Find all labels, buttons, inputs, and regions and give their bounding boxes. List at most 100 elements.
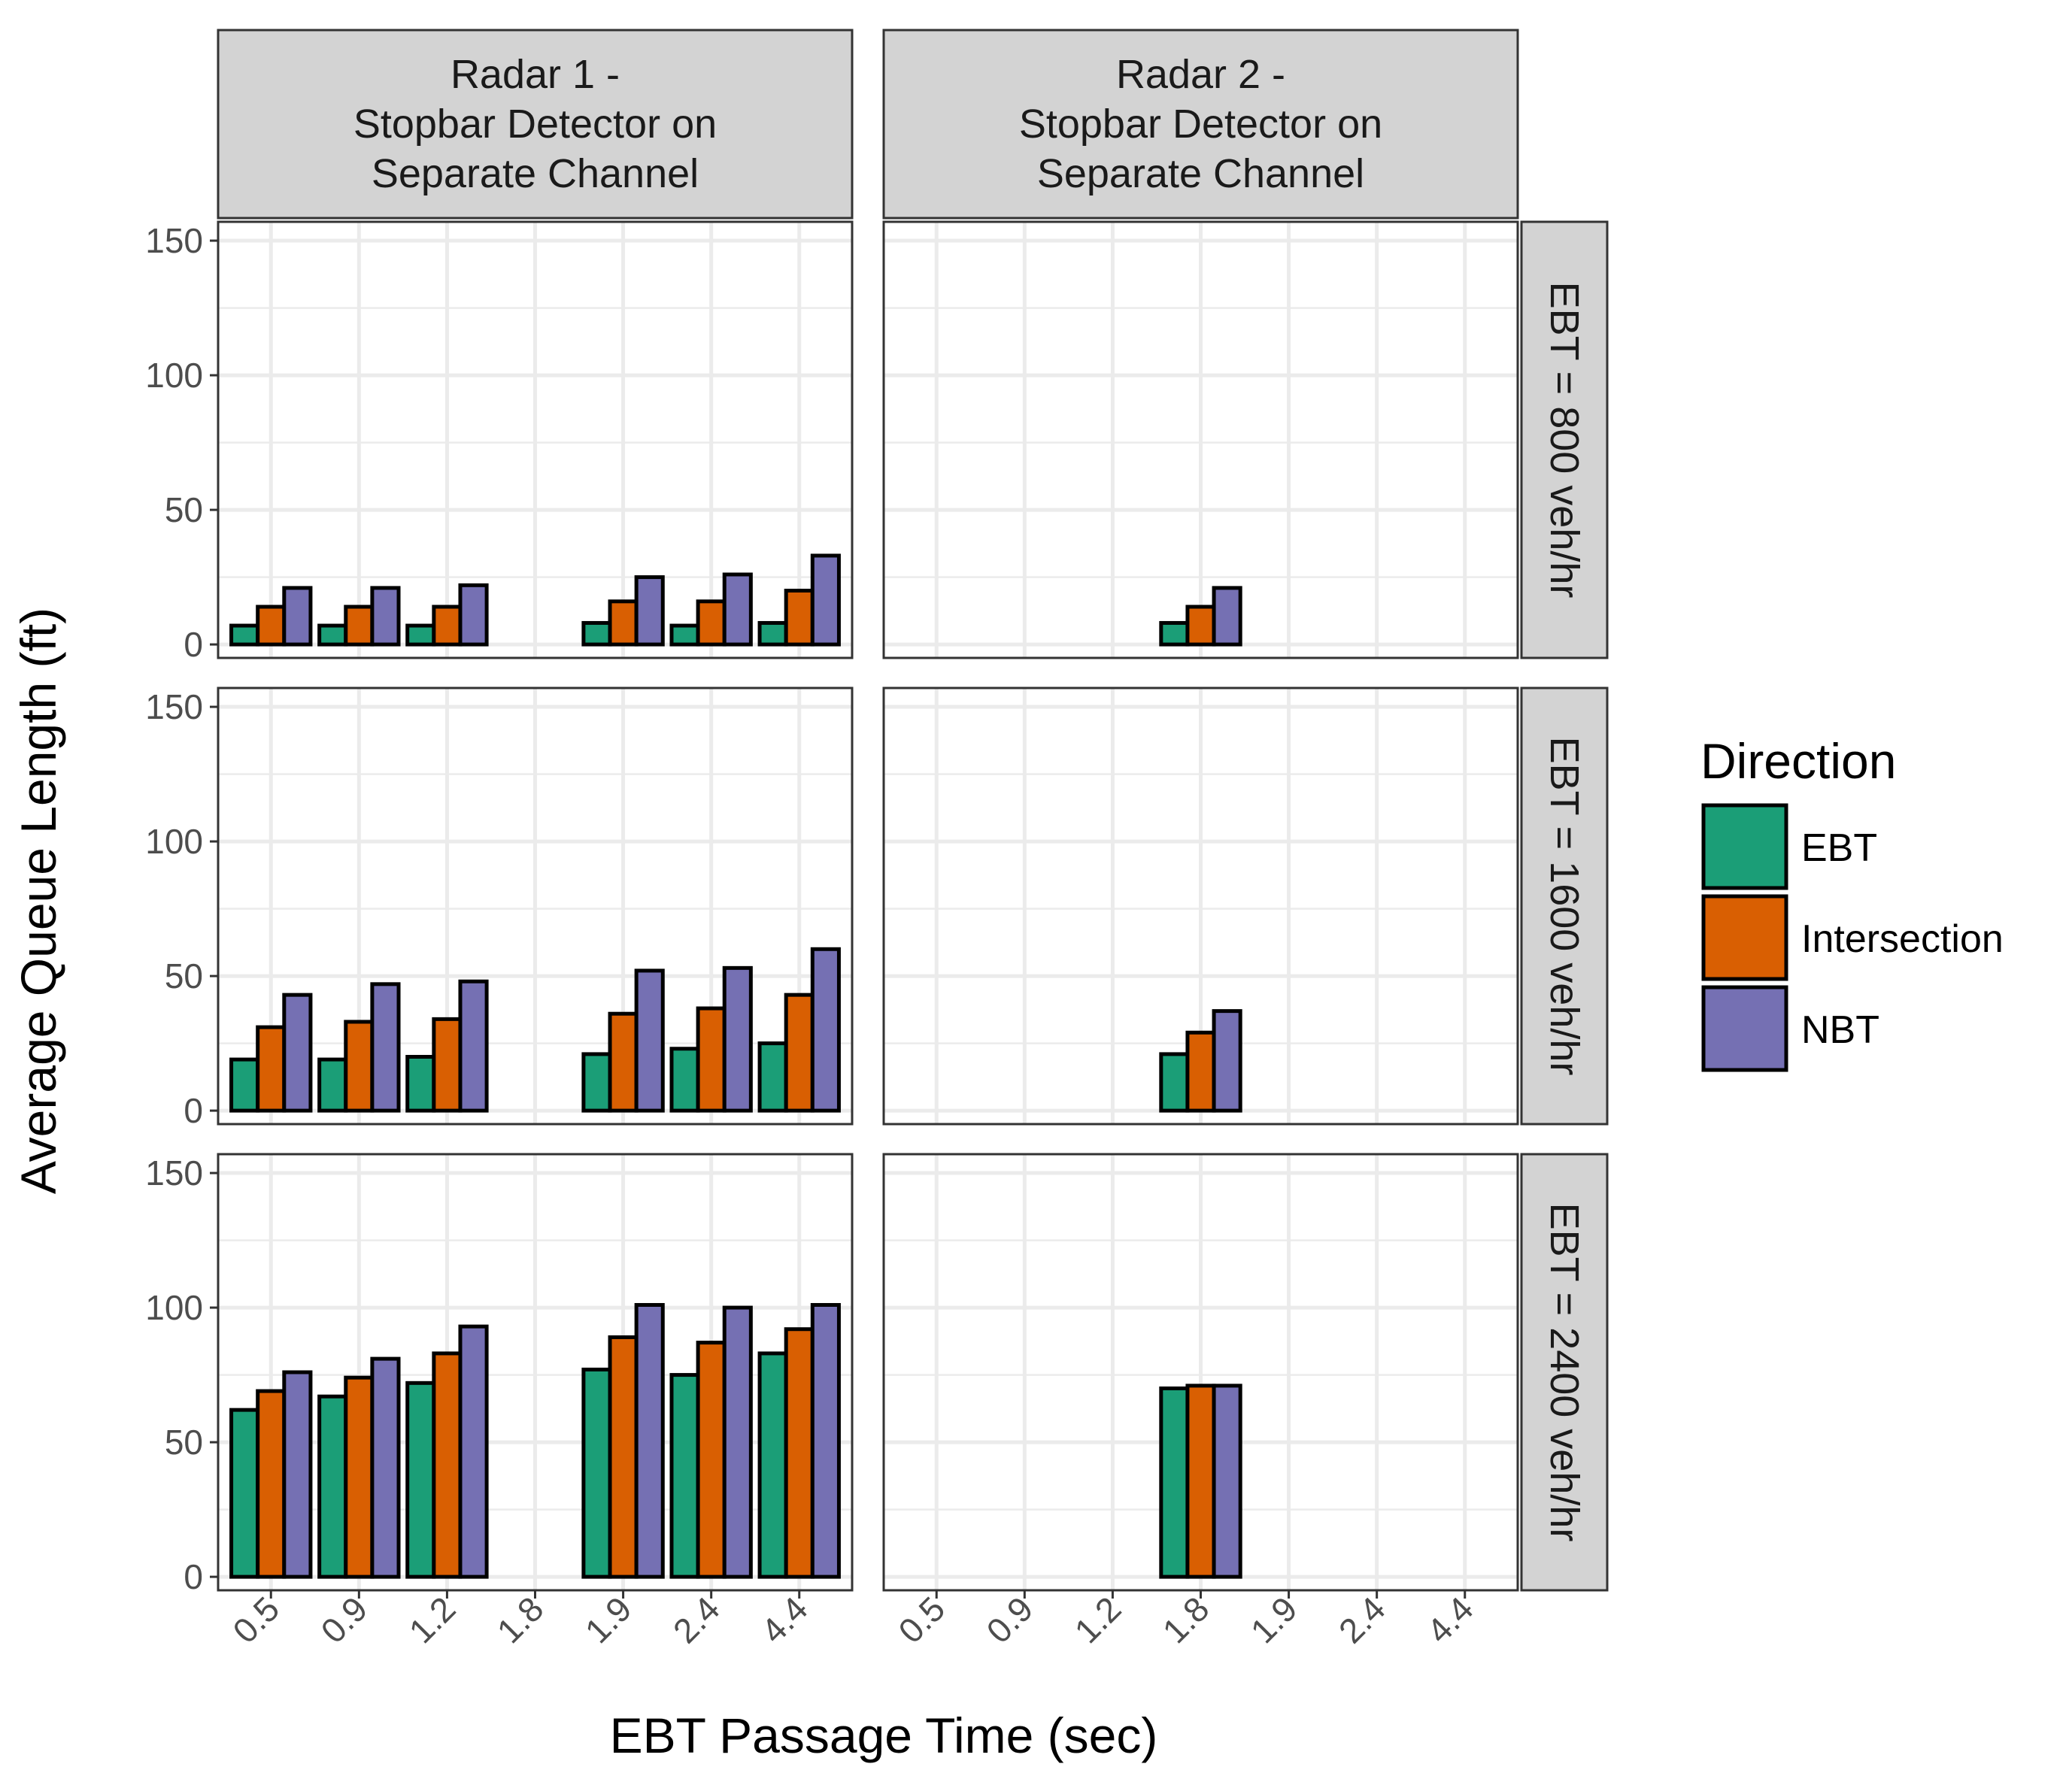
bar-nbt — [282, 586, 313, 647]
bar-intersection — [344, 1375, 375, 1579]
column-strip-label-line: Radar 1 - — [451, 52, 620, 97]
legend-key — [1701, 803, 1788, 890]
bar-nbt — [810, 1302, 841, 1579]
legend-key — [1701, 985, 1788, 1072]
strip-background — [1520, 1153, 1609, 1592]
legend-item: NBT — [1701, 985, 1879, 1072]
bar-ebt — [757, 1351, 788, 1579]
bar-nbt — [634, 575, 665, 647]
legend-title: Direction — [1700, 733, 1896, 789]
column-strip-label-line: Radar 2 - — [1116, 52, 1285, 97]
bar-ebt — [229, 623, 260, 647]
panel-border — [217, 686, 854, 1126]
bar-ebt — [229, 1408, 260, 1579]
bar-ebt — [1159, 1386, 1190, 1579]
bar-nbt — [282, 993, 313, 1113]
row-strip: EBT = 800 veh/hr — [1520, 220, 1609, 659]
bar-nbt — [722, 1305, 753, 1579]
bar-nbt — [722, 965, 753, 1113]
bar-ebt — [229, 1057, 260, 1113]
column-strip-label-line: Separate Channel — [1037, 151, 1364, 196]
legend: Direction EBT Intersection NBT — [1700, 733, 2004, 1072]
bar-nbt — [810, 553, 841, 647]
legend-label: EBT — [1801, 826, 1877, 870]
bar-ebt — [581, 1052, 612, 1113]
y-tick-label: 150 — [145, 221, 203, 260]
bar-ebt — [405, 1380, 436, 1579]
bar-intersection — [608, 1335, 639, 1579]
panel — [217, 686, 854, 1126]
strip-background — [1520, 686, 1609, 1126]
bar-ebt — [1159, 1052, 1190, 1113]
bar-ebt — [317, 1057, 348, 1113]
column-strip-label-line: Stopbar Detector on — [353, 102, 717, 147]
panel-border — [882, 220, 1519, 659]
bar-ebt — [317, 623, 348, 647]
bar-intersection — [696, 599, 727, 647]
bar-intersection — [696, 1341, 727, 1579]
bar-intersection — [1185, 1384, 1216, 1579]
bar-intersection — [608, 599, 639, 647]
y-tick-label: 50 — [165, 490, 203, 529]
bar-nbt — [282, 1370, 313, 1579]
bar-ebt — [405, 623, 436, 647]
y-tick-label: 0 — [184, 1091, 203, 1130]
y-tick-label: 100 — [145, 822, 203, 861]
bar-nbt — [458, 583, 489, 647]
bar-intersection — [344, 1020, 375, 1113]
bar-nbt — [1212, 1384, 1242, 1579]
bar-ebt — [757, 620, 788, 647]
bar-ebt — [1159, 620, 1190, 647]
y-axis-title: Average Queue Length (ft) — [11, 608, 66, 1194]
bar-intersection — [696, 1006, 727, 1113]
row-strip: EBT = 1600 veh/hr — [1520, 686, 1609, 1126]
strip-background — [217, 29, 854, 220]
bar-intersection — [784, 588, 815, 647]
bar-nbt — [370, 586, 401, 647]
bar-nbt — [370, 982, 401, 1113]
bar-intersection — [432, 605, 463, 647]
panel-border — [217, 220, 854, 659]
bar-ebt — [669, 623, 700, 647]
legend-label: Intersection — [1801, 917, 2004, 961]
facet-strips: Radar 1 - Stopbar Detector on Separate Cha… — [217, 29, 1609, 1592]
bar-nbt — [634, 1302, 665, 1579]
bar-ebt — [669, 1373, 700, 1579]
bar-ebt — [317, 1394, 348, 1579]
bar-intersection — [784, 993, 815, 1113]
y-tick-label: 150 — [145, 687, 203, 726]
legend-label: NBT — [1801, 1008, 1879, 1052]
panel — [217, 1153, 854, 1592]
bar-nbt — [1212, 586, 1242, 647]
bar-nbt — [722, 572, 753, 647]
strip-background — [882, 29, 1519, 220]
bar-intersection — [432, 1017, 463, 1113]
y-tick-label: 50 — [165, 1423, 203, 1462]
bar-intersection — [256, 605, 287, 647]
panel-border — [882, 686, 1519, 1126]
bar-nbt — [370, 1356, 401, 1579]
y-tick-label: 50 — [165, 956, 203, 996]
y-tick-label: 150 — [145, 1153, 203, 1193]
bar-nbt — [458, 1324, 489, 1579]
bar-intersection — [608, 1011, 639, 1113]
bar-intersection — [784, 1327, 815, 1579]
y-tick-label: 0 — [184, 625, 203, 664]
legend-item: Intersection — [1701, 894, 2004, 981]
bar-intersection — [1185, 605, 1216, 647]
panel — [882, 686, 1519, 1126]
bar-nbt — [458, 979, 489, 1113]
bar-nbt — [810, 947, 841, 1113]
row-strip-label: EBT = 800 veh/hr — [1542, 282, 1587, 599]
x-axis-title: EBT Passage Time (sec) — [610, 1708, 1158, 1763]
bar-ebt — [581, 1367, 612, 1579]
legend-key — [1701, 894, 1788, 981]
bar-intersection — [1185, 1030, 1216, 1113]
y-tick-label: 0 — [184, 1557, 203, 1596]
bar-ebt — [405, 1054, 436, 1113]
panel — [882, 1153, 1519, 1592]
bar-intersection — [256, 1389, 287, 1579]
bar-intersection — [432, 1351, 463, 1579]
